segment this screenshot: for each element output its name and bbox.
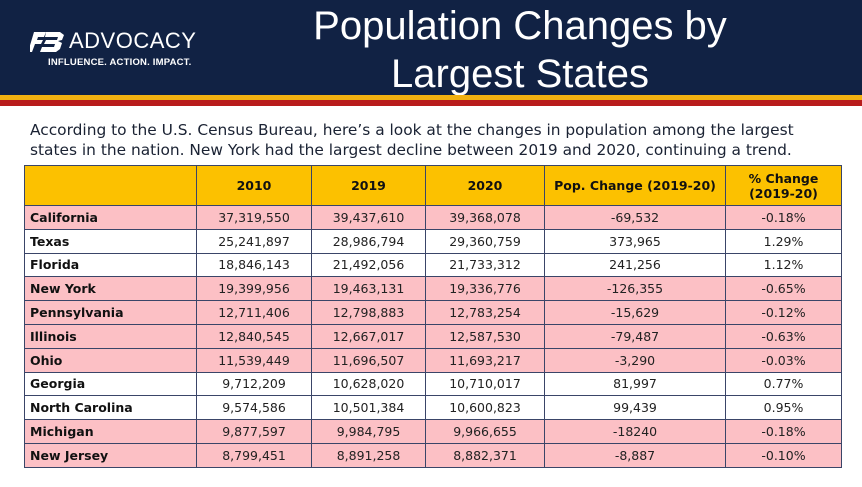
table-row: California 37,319,550 39,437,610 39,368,078…: [24, 205, 842, 230]
pct-change-cell: -0.63%: [725, 323, 842, 349]
pop-change-cell: -15,629: [544, 300, 726, 325]
pop-change-cell: -79,487: [544, 323, 726, 349]
table-header-row: 2010 2019 2020 Pop. Change (2019-20) % C…: [24, 165, 842, 206]
population-2019-cell: 19,463,131: [311, 276, 426, 302]
pct-change-cell: -0.03%: [725, 347, 842, 373]
column-header-pct-change: % Change (2019-20): [725, 165, 842, 206]
pop-change-cell: -18240: [544, 419, 726, 444]
pop-change-cell: -8,887: [544, 442, 726, 468]
state-cell: Ohio: [24, 347, 197, 373]
column-header-2019: 2019: [311, 165, 426, 206]
state-cell: Pennsylvania: [24, 300, 197, 325]
population-2020-cell: 39,368,078: [425, 205, 545, 230]
title-line-2: Largest States: [391, 52, 649, 96]
table-row: Illinois 12,840,545 12,667,017 12,587,530 -7…: [24, 323, 842, 349]
population-2020-cell: 29,360,759: [425, 228, 545, 254]
red-stripe: [0, 100, 862, 106]
pct-change-cell: -0.10%: [725, 442, 842, 468]
pop-change-cell: 373,965: [544, 228, 726, 254]
pct-change-cell: 1.29%: [725, 228, 842, 254]
population-2010-cell: 18,846,143: [196, 252, 312, 278]
population-2020-cell: 8,882,371: [425, 442, 545, 468]
pop-change-cell: -69,532: [544, 205, 726, 230]
gold-stripe: [0, 95, 862, 100]
population-2019-cell: 9,984,795: [311, 419, 426, 444]
table-row: Florida 18,846,143 21,492,056 21,733,312 241…: [24, 252, 842, 278]
population-2020-cell: 11,693,217: [425, 347, 545, 373]
population-2010-cell: 9,712,209: [196, 371, 312, 397]
population-2010-cell: 9,877,597: [196, 419, 312, 444]
pop-change-cell: 241,256: [544, 252, 726, 278]
population-2010-cell: 37,319,550: [196, 205, 312, 230]
table-row: Pennsylvania 12,711,406 12,798,883 12,783,2…: [24, 300, 842, 325]
table-row: Ohio 11,539,449 11,696,507 11,693,217 -3,290…: [24, 347, 842, 373]
population-2010-cell: 11,539,449: [196, 347, 312, 373]
population-2020-cell: 10,710,017: [425, 371, 545, 397]
population-2019-cell: 12,798,883: [311, 300, 426, 325]
farm-bureau-logo-icon: [30, 32, 64, 52]
population-2020-cell: 21,733,312: [425, 252, 545, 278]
state-cell: Georgia: [24, 371, 197, 397]
pop-change-cell: 81,997: [544, 371, 726, 397]
pct-change-cell: -0.18%: [725, 205, 842, 230]
population-2020-cell: 19,336,776: [425, 276, 545, 302]
pop-change-cell: -126,355: [544, 276, 726, 302]
state-cell: Michigan: [24, 419, 197, 444]
state-cell: California: [24, 205, 197, 230]
population-2019-cell: 28,986,794: [311, 228, 426, 254]
advocacy-logo: ADVOCACY INFLUENCE. ACTION. IMPACT.: [30, 29, 196, 68]
population-2010-cell: 12,711,406: [196, 300, 312, 325]
state-cell: Florida: [24, 252, 197, 278]
pct-change-cell: 0.95%: [725, 395, 842, 421]
population-2019-cell: 21,492,056: [311, 252, 426, 278]
table-row: Michigan 9,877,597 9,984,795 9,966,655 -1824…: [24, 419, 842, 444]
table-body: California 37,319,550 39,437,610 39,368,078…: [24, 205, 842, 468]
state-cell: Texas: [24, 228, 197, 254]
population-2020-cell: 12,783,254: [425, 300, 545, 325]
pct-change-cell: 1.12%: [725, 252, 842, 278]
table-row: Texas 25,241,897 28,986,794 29,360,759 373,9…: [24, 228, 842, 254]
population-2020-cell: 12,587,530: [425, 323, 545, 349]
table-row: North Carolina 9,574,586 10,501,384 10,600,…: [24, 395, 842, 421]
population-2019-cell: 12,667,017: [311, 323, 426, 349]
population-2020-cell: 10,600,823: [425, 395, 545, 421]
population-2020-cell: 9,966,655: [425, 419, 545, 444]
population-2010-cell: 9,574,586: [196, 395, 312, 421]
pct-change-cell: -0.18%: [725, 419, 842, 444]
population-2010-cell: 25,241,897: [196, 228, 312, 254]
population-table: 2010 2019 2020 Pop. Change (2019-20) % C…: [24, 165, 842, 468]
population-2010-cell: 19,399,956: [196, 276, 312, 302]
table-row: New Jersey 8,799,451 8,891,258 8,882,371 -8,…: [24, 442, 842, 468]
logo-tagline: INFLUENCE. ACTION. IMPACT.: [48, 57, 192, 68]
population-2019-cell: 10,501,384: [311, 395, 426, 421]
logo-text: ADVOCACY: [69, 28, 197, 53]
pct-change-cell: -0.12%: [725, 300, 842, 325]
population-2010-cell: 12,840,545: [196, 323, 312, 349]
page-title: Population Changes by Largest States: [260, 2, 780, 98]
column-header-2020: 2020: [425, 165, 545, 206]
pop-change-cell: -3,290: [544, 347, 726, 373]
state-cell: New York: [24, 276, 197, 302]
intro-text: According to the U.S. Census Bureau, her…: [30, 121, 794, 159]
column-header-state: [24, 165, 197, 206]
column-header-pop-change: Pop. Change (2019-20): [544, 165, 726, 206]
population-2019-cell: 8,891,258: [311, 442, 426, 468]
pct-change-cell: -0.65%: [725, 276, 842, 302]
state-cell: New Jersey: [24, 442, 197, 468]
pop-change-cell: 99,439: [544, 395, 726, 421]
population-2019-cell: 11,696,507: [311, 347, 426, 373]
table-row: New York 19,399,956 19,463,131 19,336,776 -1…: [24, 276, 842, 302]
column-header-2010: 2010: [196, 165, 312, 206]
population-2010-cell: 8,799,451: [196, 442, 312, 468]
state-cell: Illinois: [24, 323, 197, 349]
population-2019-cell: 10,628,020: [311, 371, 426, 397]
header-banner: ADVOCACY INFLUENCE. ACTION. IMPACT. Popu…: [0, 0, 862, 98]
title-line-1: Population Changes by: [313, 4, 727, 48]
population-2019-cell: 39,437,610: [311, 205, 426, 230]
state-cell: North Carolina: [24, 395, 197, 421]
table-row: Georgia 9,712,209 10,628,020 10,710,017 81,9…: [24, 371, 842, 397]
pct-change-cell: 0.77%: [725, 371, 842, 397]
